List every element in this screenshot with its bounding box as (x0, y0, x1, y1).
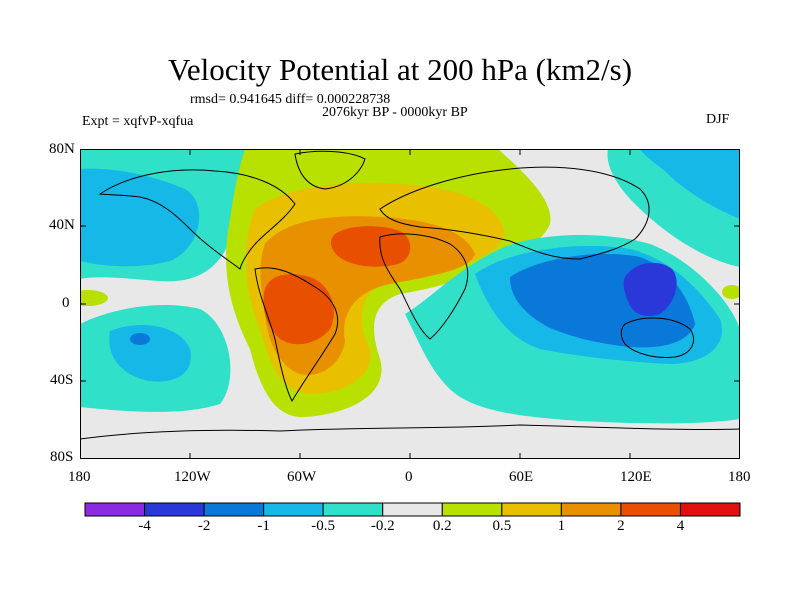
lat-tick-40s: 40S (50, 372, 74, 388)
lat-tick-0: 0 (62, 295, 70, 311)
lat-tick-80n: 80N (49, 141, 75, 157)
colorbar-swatch (501, 502, 562, 517)
positive-redorange-core-africa (330, 226, 411, 267)
lat-tick-80s: 80S (50, 449, 74, 465)
antarctica-coast (80, 424, 740, 440)
colorbar-label: 1 (557, 518, 566, 534)
south-pacific-blue-core (130, 333, 150, 345)
colorbar-label: -2 (197, 518, 211, 534)
south-pacific-blue-region (109, 325, 191, 382)
coastlines (80, 150, 740, 440)
colorbar-swatch (620, 502, 681, 517)
experiment-label: Expt = xqfvP-xqfua (82, 114, 194, 129)
colorbar-swatch (84, 502, 146, 517)
colorbar-label: 2 (617, 518, 625, 534)
colorbar-label: 4 (676, 518, 685, 534)
colorbar-label: 0.5 (492, 518, 512, 534)
lon-tick-180w: 180 (68, 469, 91, 485)
northeast-corner-blue-region (640, 149, 740, 219)
season-label: DJF (706, 112, 730, 127)
colorbar-label: -4 (138, 518, 151, 534)
lon-tick-180e: 180 (728, 469, 751, 485)
lon-tick-0: 0 (405, 469, 413, 485)
colorbar-label: -1 (257, 518, 270, 534)
colorbar-swatch (322, 502, 384, 517)
colorbar-swatch (560, 502, 622, 517)
stats-line: rmsd= 0.941645 diff= 0.000228738 (190, 92, 391, 107)
positive-redorange-core-south-america (263, 274, 334, 345)
colorbar-label: -0.2 (370, 518, 395, 534)
north-america-coast (98, 169, 296, 270)
colorbar-label: -0.5 (311, 518, 336, 534)
colorbar-swatch (263, 502, 324, 517)
north-pacific-blue-region (80, 168, 200, 267)
lon-tick-120w: 120W (174, 469, 211, 485)
colorbar-swatch (441, 502, 503, 517)
eurasia-coast (379, 166, 650, 260)
period-line: 2076kyr BP - 0000kyr BP (322, 105, 468, 120)
negative-darkblue-core (623, 262, 677, 316)
africa-coast (379, 233, 469, 340)
contour-map (80, 149, 740, 459)
lon-tick-60w: 60W (287, 469, 317, 485)
equator-west-yellow-spot (80, 290, 108, 306)
lon-tick-120e: 120E (620, 469, 652, 485)
east-pacific-yellowgreen-spot (722, 285, 740, 299)
colorbar-swatch (679, 502, 741, 517)
australia-coast (620, 317, 694, 358)
map-title: Velocity Potential at 200 hPa (km2/s) (167, 52, 633, 87)
south-america-coast (254, 267, 339, 403)
colorbar-label: 0.2 (432, 518, 452, 534)
colorbar-swatch (144, 502, 205, 517)
tick-marks (80, 149, 740, 459)
colorbar-swatch (203, 502, 265, 517)
greenland-coast (294, 150, 366, 190)
colorbar-swatch (382, 502, 443, 517)
map-panel (80, 149, 740, 459)
east-pacific-cyan-spot (180, 309, 196, 317)
lon-tick-60e: 60E (509, 469, 534, 485)
lat-tick-40n: 40N (49, 217, 75, 233)
colorbar (84, 502, 741, 517)
